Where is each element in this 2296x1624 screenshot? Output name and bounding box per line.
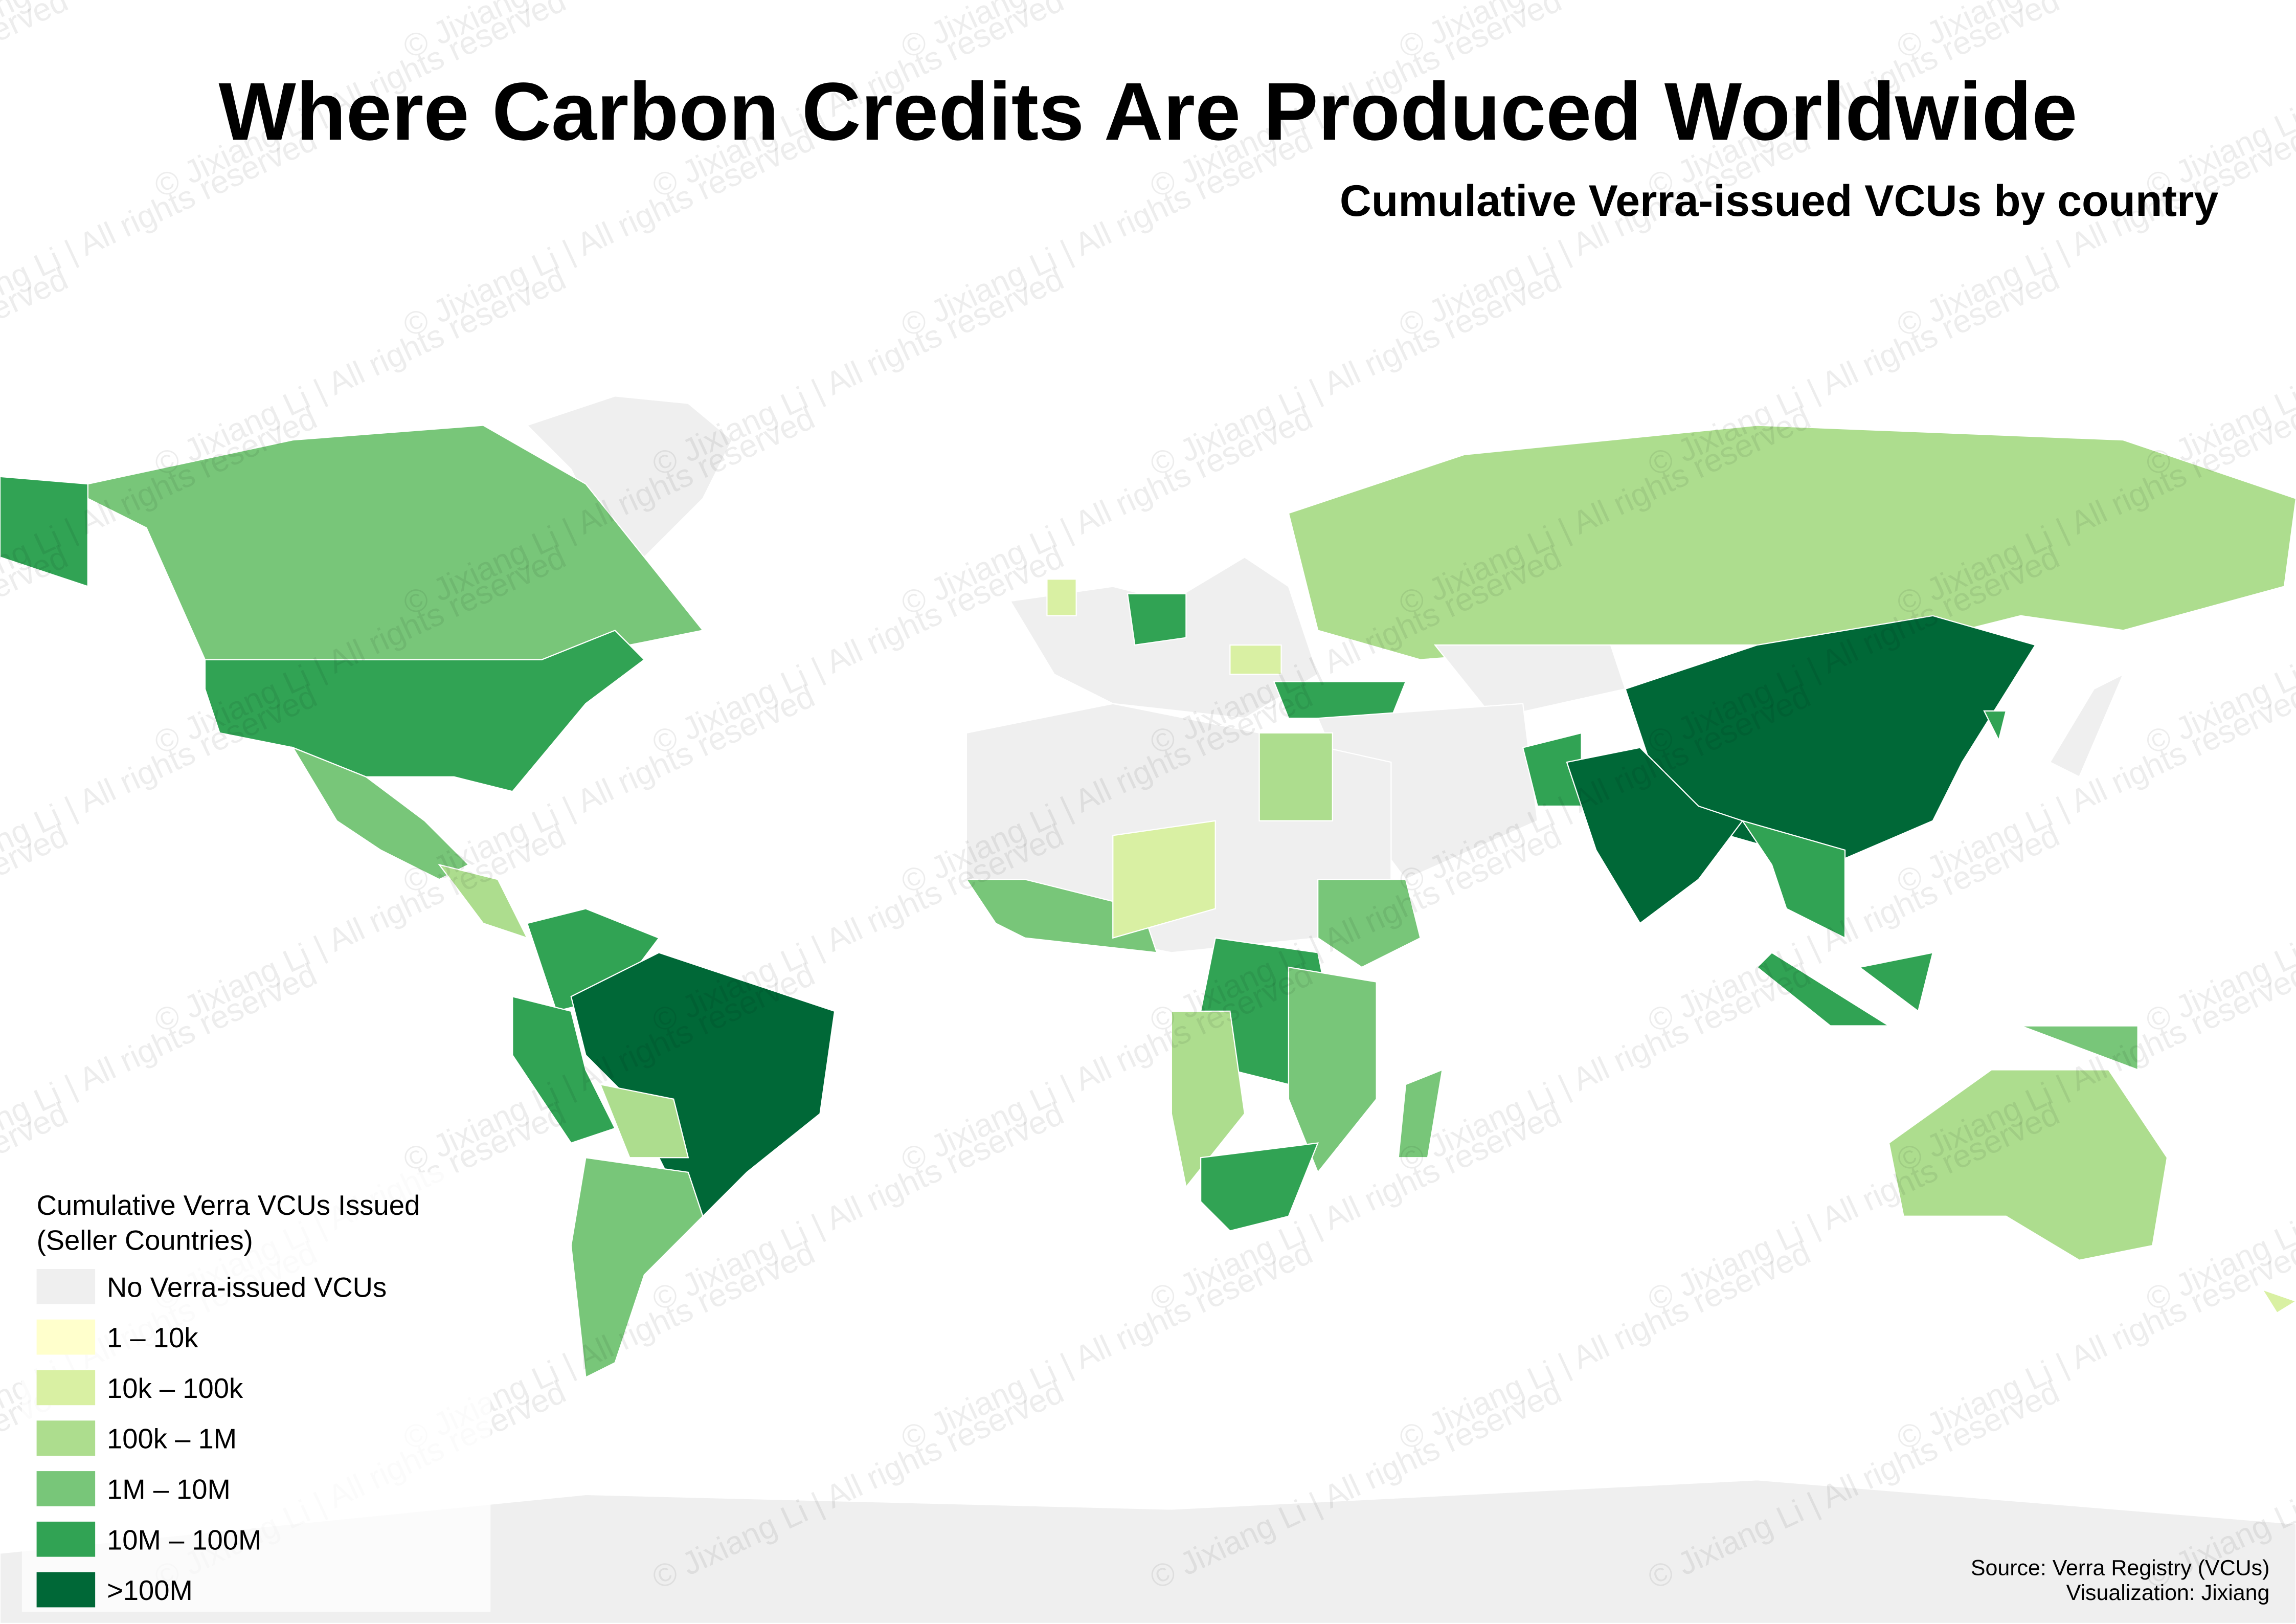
country — [87, 425, 704, 660]
legend-swatch — [36, 1521, 96, 1557]
country — [570, 1156, 704, 1378]
country — [0, 1479, 2296, 1624]
source: Source: Verra Registry (VCUs) — [1971, 1555, 2270, 1580]
legend-swatch — [36, 1370, 96, 1406]
country — [599, 1083, 689, 1159]
legend-swatch — [36, 1420, 96, 1456]
country — [965, 879, 1158, 953]
country — [1888, 1069, 2168, 1261]
legend-background — [21, 1172, 491, 1612]
legend-label: 1 – 10k — [107, 1322, 198, 1353]
country — [1983, 710, 2007, 742]
country — [1046, 579, 1077, 616]
country — [1756, 951, 1891, 1027]
country — [2020, 1025, 2139, 1071]
legend-label: 10M – 100M — [107, 1524, 261, 1555]
country — [1858, 951, 1934, 1012]
legend-swatch — [36, 1471, 96, 1506]
legend-label: >100M — [107, 1575, 193, 1606]
legend-swatch — [36, 1269, 96, 1304]
legend-label: 1M – 10M — [107, 1474, 231, 1505]
country — [512, 995, 616, 1144]
credit: Visualization: Jixiang — [2066, 1581, 2270, 1605]
country — [1127, 593, 1187, 646]
countries — [0, 395, 2296, 1624]
country — [204, 630, 645, 792]
legend-swatch — [36, 1572, 96, 1608]
country — [570, 952, 836, 1217]
country — [2261, 1288, 2296, 1314]
country — [1200, 1142, 1319, 1232]
country — [1288, 425, 2296, 660]
country — [1317, 879, 1421, 968]
country — [1112, 820, 1216, 939]
legend-label: No Verra-issued VCUs — [107, 1272, 387, 1303]
country — [438, 863, 529, 939]
country — [1398, 1069, 1444, 1159]
legend: Cumulative Verra VCUs Issued (Seller Cou… — [36, 1190, 420, 1608]
country — [1566, 747, 1744, 924]
country — [0, 476, 88, 588]
subtitle: Cumulative Verra-issued VCUs by country — [1340, 176, 2219, 226]
legend-title: Cumulative Verra VCUs Issued — [37, 1190, 420, 1221]
legend-title: (Seller Countries) — [37, 1225, 253, 1256]
country — [1170, 1010, 1246, 1189]
legend-swatch — [36, 1319, 96, 1355]
country — [2049, 673, 2125, 778]
country — [1741, 819, 1846, 939]
legend-label: 100k – 1M — [107, 1423, 237, 1455]
country — [1229, 644, 1282, 675]
title: Where Carbon Credits Are Produced Worldw… — [219, 65, 2078, 157]
country — [1288, 966, 1377, 1174]
legend-label: 10k – 100k — [107, 1373, 243, 1404]
country — [1258, 732, 1333, 821]
